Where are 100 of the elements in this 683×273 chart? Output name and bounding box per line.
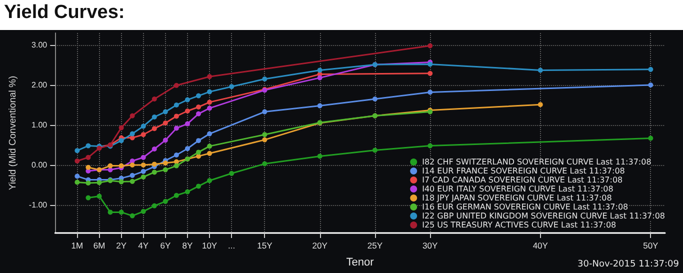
x-tick-label: 20Y	[312, 240, 328, 250]
point	[74, 148, 80, 154]
point	[86, 180, 91, 186]
point	[130, 172, 135, 178]
point	[140, 154, 146, 160]
point	[174, 152, 179, 158]
point	[130, 113, 135, 118]
point	[196, 184, 201, 189]
x-tick-label: 40Y	[532, 240, 548, 250]
point	[162, 160, 168, 166]
point	[174, 82, 179, 88]
point	[184, 146, 190, 152]
point	[372, 148, 378, 153]
y-tick-label: 1.00	[32, 120, 48, 130]
point	[648, 66, 654, 72]
point	[86, 164, 91, 170]
point	[130, 162, 135, 168]
point	[118, 125, 124, 130]
point	[152, 162, 157, 167]
point	[174, 102, 179, 108]
point	[162, 120, 168, 126]
x-tick-label: 1M	[71, 240, 84, 250]
point	[229, 170, 234, 176]
point	[262, 161, 268, 166]
point	[428, 90, 433, 95]
x-tick-label: 2Y	[116, 240, 127, 250]
legend-label: I22 GBP UNITED KINGDOM SOVEREIGN CURVE Last 11:37:08	[422, 212, 666, 220]
point	[96, 194, 102, 199]
y-axis-title: Yield (Mid Conventional %)	[8, 76, 18, 190]
point	[118, 210, 124, 215]
point	[130, 213, 135, 218]
y-tick-label: 3.00	[32, 40, 48, 50]
x-tick-label: 10Y	[202, 240, 218, 250]
point	[428, 43, 433, 48]
point	[74, 174, 80, 179]
point	[86, 195, 91, 200]
chart-title: Yield Curves:	[4, 2, 125, 24]
point	[196, 138, 201, 144]
point	[130, 178, 135, 184]
point	[262, 109, 268, 114]
x-tick-label: 30Y	[422, 240, 438, 250]
x-tick-label: 4Y	[138, 240, 149, 250]
point	[130, 131, 135, 136]
point	[152, 96, 157, 102]
point	[207, 89, 212, 94]
point	[262, 137, 268, 142]
point	[262, 132, 268, 138]
legend-label: I18 JPY JAPAN SOVEREIGN CURVE Last 11:37:08	[422, 194, 612, 202]
x-tick-label: 15Y	[257, 240, 273, 250]
point	[96, 180, 102, 186]
point	[152, 170, 157, 175]
point	[262, 76, 268, 82]
point	[317, 75, 322, 80]
point	[162, 109, 168, 114]
point	[152, 126, 157, 132]
point	[86, 143, 91, 148]
point	[74, 158, 80, 164]
legend-label: I25 US TREASURY ACTIVES CURVE Last 11:37:08	[422, 220, 616, 230]
point	[162, 167, 168, 172]
point	[152, 203, 157, 208]
x-tick-label: 8Y	[182, 240, 193, 250]
point	[118, 138, 124, 144]
point	[130, 135, 135, 140]
point	[207, 150, 212, 156]
point	[207, 178, 212, 184]
legend-label: I7 CAD CANADA SOVEREIGN CURVE Last 11:37:08	[422, 176, 623, 184]
point	[538, 102, 543, 108]
point	[86, 154, 91, 160]
legend-label: I16 EUR GERMAN SOVEREIGN CURVE Last 11:37:08	[422, 202, 628, 212]
point	[140, 174, 146, 180]
point	[196, 93, 201, 98]
point	[317, 68, 322, 73]
point	[538, 68, 543, 73]
point	[184, 108, 190, 114]
x-tick-label: 25Y	[367, 240, 383, 250]
point	[174, 114, 179, 119]
point	[317, 154, 322, 159]
point	[207, 131, 212, 136]
point	[162, 198, 168, 204]
point	[207, 106, 212, 111]
point	[140, 208, 146, 214]
point	[207, 100, 212, 105]
point	[317, 103, 322, 108]
point	[196, 111, 201, 116]
point	[196, 150, 201, 155]
point	[428, 143, 433, 148]
point	[174, 163, 179, 168]
point	[184, 121, 190, 126]
legend-label: I82 CHF SWITZERLAND SOVEREIGN CURVE Last 11:37:08	[422, 158, 652, 166]
point	[140, 162, 146, 168]
point	[184, 189, 190, 194]
point	[174, 192, 179, 198]
point	[140, 168, 146, 174]
legend-label: I14 EUR FRANCE SOVEREIGN CURVE Last 11:37:08	[422, 166, 625, 176]
point	[140, 124, 146, 129]
x-tick-label: ...	[228, 240, 236, 250]
point	[229, 84, 234, 90]
x-tick-label: 6Y	[160, 240, 171, 250]
point	[118, 179, 124, 184]
point	[207, 144, 212, 149]
